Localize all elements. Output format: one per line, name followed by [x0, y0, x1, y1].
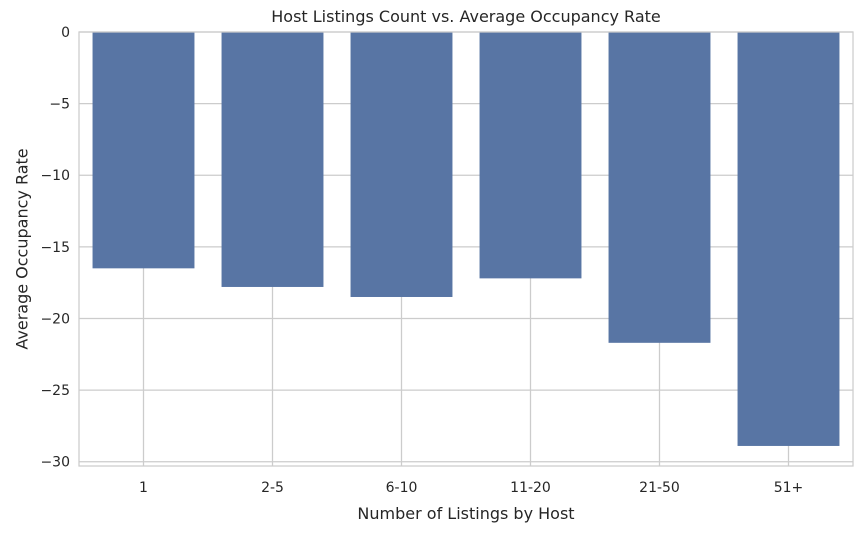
bar-1	[92, 32, 195, 269]
bar-2-5	[221, 32, 324, 287]
y-tick-labels: 0 −5 −10 −15 −20 −25 −30	[40, 25, 70, 471]
grid-layer	[79, 31, 853, 466]
y-tick-label: −30	[40, 455, 70, 471]
y-axis-title: Average Occupancy Rate	[13, 148, 32, 349]
bars-layer	[92, 32, 840, 446]
chart-title: Host Listings Count vs. Average Occupanc…	[271, 7, 660, 26]
x-axis-title: Number of Listings by Host	[357, 504, 574, 523]
y-tick-label: −25	[40, 383, 70, 399]
x-tick-label: 6-10	[386, 480, 418, 496]
x-tick-label: 21-50	[639, 480, 680, 496]
x-tick-label: 51+	[774, 480, 804, 496]
y-tick-label: −15	[40, 240, 70, 256]
bar-51+	[737, 32, 840, 446]
y-tick-label: −20	[40, 311, 70, 327]
x-tick-labels: 1 2-5 6-10 11-20 21-50 51+	[139, 480, 803, 496]
y-tick-label: 0	[61, 25, 70, 41]
x-tick-label: 2-5	[261, 480, 284, 496]
x-tick-label: 1	[139, 480, 148, 496]
bar-6-10	[350, 32, 453, 297]
plot-frame	[78, 31, 854, 467]
y-tick-label: −5	[49, 97, 70, 113]
y-tick-label: −10	[40, 168, 70, 184]
bar-21-50	[608, 32, 711, 343]
x-tick-label: 11-20	[510, 480, 551, 496]
bar-11-20	[479, 32, 582, 279]
